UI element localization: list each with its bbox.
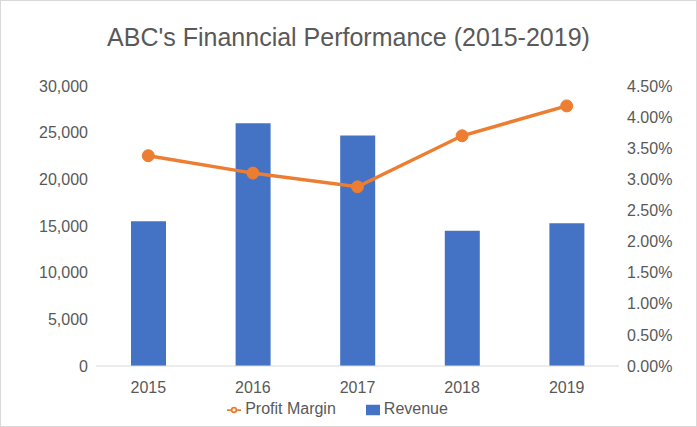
svg-text:2017: 2017	[340, 379, 376, 396]
svg-text:0: 0	[79, 358, 88, 375]
svg-text:10,000: 10,000	[39, 264, 88, 281]
svg-text:2016: 2016	[235, 379, 271, 396]
svg-text:1.50%: 1.50%	[627, 264, 672, 281]
html-text:ABC's Finanncial Performance (: ABC's Finanncial Performance (2015-2019)	[107, 23, 590, 51]
svg-text:2.00%: 2.00%	[627, 233, 672, 250]
html-text:Revenue: Revenue	[383, 400, 448, 417]
svg-text:3.50%: 3.50%	[627, 140, 672, 157]
svg-text:25,000: 25,000	[39, 124, 88, 141]
svg-text:20,000: 20,000	[39, 171, 88, 188]
svg-text:3.00%: 3.00%	[627, 171, 672, 188]
svg-text:4.50%: 4.50%	[627, 78, 672, 95]
svg-text:1.00%: 1.00%	[627, 295, 672, 312]
svg-text:2019: 2019	[549, 379, 585, 396]
svg-text:0.50%: 0.50%	[627, 327, 672, 344]
svg-text:2015: 2015	[131, 379, 167, 396]
svg-text:2.50%: 2.50%	[627, 202, 672, 219]
svg-text:2018: 2018	[444, 379, 480, 396]
svg-text:15,000: 15,000	[39, 218, 88, 235]
svg-text:4.00%: 4.00%	[627, 109, 672, 126]
svg-text:5,000: 5,000	[48, 311, 88, 328]
html-text:Profit Margin: Profit Margin	[245, 400, 336, 417]
svg-text:0.00%: 0.00%	[627, 358, 672, 375]
svg-text:30,000: 30,000	[39, 78, 88, 95]
